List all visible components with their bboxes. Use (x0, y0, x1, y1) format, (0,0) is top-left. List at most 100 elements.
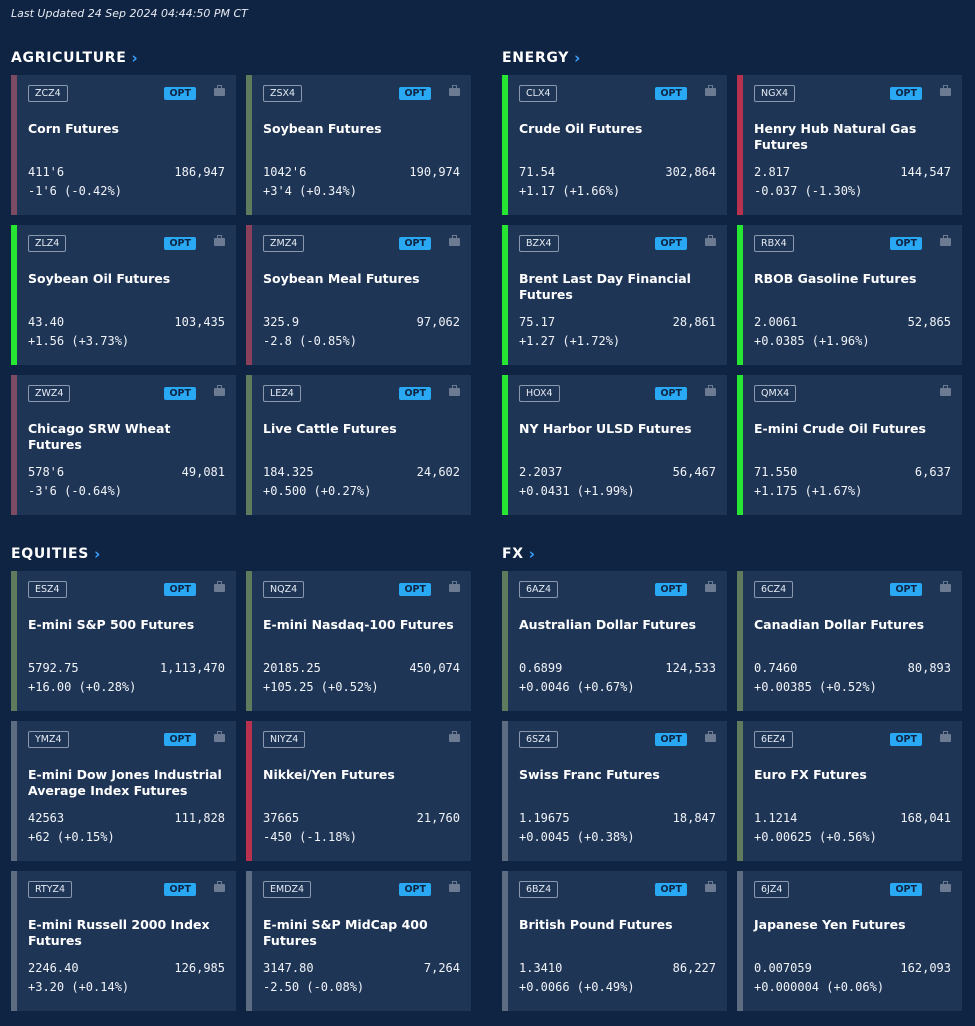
contract-name: Corn Futures (28, 121, 119, 136)
volume: 21,760 (416, 811, 460, 825)
last-price: 0.007059 (754, 961, 812, 975)
section-title-energy[interactable]: ENERGY › (502, 50, 581, 66)
contract-name: Soybean Meal Futures (263, 271, 420, 286)
options-badge[interactable]: OPT (890, 733, 922, 746)
futures-card[interactable]: 6BZ4 OPT British Pound Futures 1.3410 86,227… (502, 871, 727, 1011)
briefcase-icon[interactable] (940, 731, 951, 742)
futures-card[interactable]: 6EZ4 OPT Euro FX Futures 1.1214 168,041 +0.00… (737, 721, 962, 861)
options-badge[interactable]: OPT (164, 87, 196, 100)
volume: 24,602 (416, 465, 460, 479)
options-badge[interactable]: OPT (399, 87, 431, 100)
briefcase-icon[interactable] (449, 85, 460, 96)
futures-card[interactable]: ZWZ4 OPT Chicago SRW Wheat Futures 578'6 49,… (11, 375, 236, 515)
contract-name: Crude Oil Futures (519, 121, 643, 136)
futures-card[interactable]: NQZ4 OPT E-mini Nasdaq-100 Futures 20185.25… (246, 571, 471, 711)
futures-card[interactable]: HOX4 OPT NY Harbor ULSD Futures 2.2037 56,46… (502, 375, 727, 515)
chevron-right-icon: › (574, 48, 582, 67)
section-title-fx[interactable]: FX › (502, 546, 536, 562)
symbol-badge: ZSX4 (263, 85, 303, 102)
futures-card[interactable]: 6JZ4 OPT Japanese Yen Futures 0.007059 162,0… (737, 871, 962, 1011)
options-badge[interactable]: OPT (399, 883, 431, 896)
futures-card[interactable]: NGX4 OPT Henry Hub Natural Gas Futures 2.81… (737, 75, 962, 215)
futures-card[interactable]: 6SZ4 OPT Swiss Franc Futures 1.19675 18,847 +… (502, 721, 727, 861)
contract-name: E-mini Dow Jones Industrial Average Inde… (28, 767, 222, 798)
futures-card[interactable]: ZSX4 OPT Soybean Futures 1042'6 190,974 +3'4 … (246, 75, 471, 215)
options-badge[interactable]: OPT (655, 237, 687, 250)
futures-card[interactable]: YMZ4 OPT E-mini Dow Jones Industrial Avera… (11, 721, 236, 861)
futures-card[interactable]: QMX4 E-mini Crude Oil Futures 71.550 6,637 +… (737, 375, 962, 515)
section-title-equities[interactable]: EQUITIES › (11, 546, 101, 562)
futures-card[interactable]: 6AZ4 OPT Australian Dollar Futures 0.6899 12… (502, 571, 727, 711)
briefcase-icon[interactable] (705, 385, 716, 396)
briefcase-icon[interactable] (449, 731, 460, 742)
price-change: +1.56 (+3.73%) (28, 334, 130, 348)
options-badge[interactable]: OPT (655, 583, 687, 596)
briefcase-icon[interactable] (940, 235, 951, 246)
volume: 111,828 (174, 811, 225, 825)
briefcase-icon[interactable] (449, 581, 460, 592)
futures-card[interactable]: ZLZ4 OPT Soybean Oil Futures 43.40 103,435 +1… (11, 225, 236, 365)
briefcase-icon[interactable] (705, 85, 716, 96)
briefcase-icon[interactable] (705, 731, 716, 742)
volume: 162,093 (900, 961, 951, 975)
futures-card[interactable]: CLX4 OPT Crude Oil Futures 71.54 302,864 +1.1… (502, 75, 727, 215)
futures-card[interactable]: BZX4 OPT Brent Last Day Financial Futures 7… (502, 225, 727, 365)
options-badge[interactable]: OPT (655, 883, 687, 896)
briefcase-icon[interactable] (214, 881, 225, 892)
briefcase-icon[interactable] (940, 881, 951, 892)
futures-card[interactable]: ZMZ4 OPT Soybean Meal Futures 325.9 97,062 -2… (246, 225, 471, 365)
symbol-badge: EMDZ4 (263, 881, 312, 898)
options-badge[interactable]: OPT (399, 387, 431, 400)
futures-card[interactable]: ZCZ4 OPT Corn Futures 411'6 186,947 -1'6 (-0.… (11, 75, 236, 215)
futures-card[interactable]: ESZ4 OPT E-mini S&P 500 Futures 5792.75 1,11… (11, 571, 236, 711)
options-badge[interactable]: OPT (164, 387, 196, 400)
briefcase-icon[interactable] (214, 235, 225, 246)
briefcase-icon[interactable] (940, 85, 951, 96)
symbol-badge: RTYZ4 (28, 881, 73, 898)
options-badge[interactable]: OPT (164, 583, 196, 596)
options-badge[interactable]: OPT (655, 87, 687, 100)
options-badge[interactable]: OPT (399, 237, 431, 250)
briefcase-icon[interactable] (449, 385, 460, 396)
last-price: 578'6 (28, 465, 65, 479)
briefcase-icon[interactable] (940, 385, 951, 396)
futures-card[interactable]: LEZ4 OPT Live Cattle Futures 184.325 24,602 +… (246, 375, 471, 515)
briefcase-icon[interactable] (214, 731, 225, 742)
futures-card[interactable]: EMDZ4 OPT E-mini S&P MidCap 400 Futures 314… (246, 871, 471, 1011)
last-price: 184.325 (263, 465, 314, 479)
last-price: 2.817 (754, 165, 791, 179)
contract-name: Live Cattle Futures (263, 421, 397, 436)
futures-card[interactable]: 6CZ4 OPT Canadian Dollar Futures 0.7460 80,8… (737, 571, 962, 711)
briefcase-icon[interactable] (705, 581, 716, 592)
contract-name: E-mini Crude Oil Futures (754, 421, 926, 436)
futures-card[interactable]: NIYZ4 Nikkei/Yen Futures 37665 21,760 -450 (… (246, 721, 471, 861)
options-badge[interactable]: OPT (655, 387, 687, 400)
briefcase-icon[interactable] (449, 881, 460, 892)
last-price: 3147.80 (263, 961, 314, 975)
briefcase-icon[interactable] (940, 581, 951, 592)
symbol-badge: ZLZ4 (28, 235, 67, 252)
briefcase-icon[interactable] (449, 235, 460, 246)
briefcase-icon[interactable] (214, 385, 225, 396)
price-change: -2.8 (-0.85%) (263, 334, 357, 348)
options-badge[interactable]: OPT (890, 883, 922, 896)
options-badge[interactable]: OPT (164, 733, 196, 746)
futures-card[interactable]: RTYZ4 OPT E-mini Russell 2000 Index Future… (11, 871, 236, 1011)
briefcase-icon[interactable] (214, 85, 225, 96)
section-title-agriculture[interactable]: AGRICULTURE › (11, 50, 138, 66)
symbol-badge: CLX4 (519, 85, 558, 102)
price-change: +62 (+0.15%) (28, 830, 115, 844)
section-title-label: AGRICULTURE (11, 50, 127, 66)
options-badge[interactable]: OPT (164, 883, 196, 896)
briefcase-icon[interactable] (214, 581, 225, 592)
briefcase-icon[interactable] (705, 235, 716, 246)
futures-card[interactable]: RBX4 OPT RBOB Gasoline Futures 2.0061 52,865… (737, 225, 962, 365)
briefcase-icon[interactable] (705, 881, 716, 892)
options-badge[interactable]: OPT (655, 733, 687, 746)
options-badge[interactable]: OPT (399, 583, 431, 596)
options-badge[interactable]: OPT (890, 583, 922, 596)
options-badge[interactable]: OPT (164, 237, 196, 250)
last-price: 325.9 (263, 315, 300, 329)
options-badge[interactable]: OPT (890, 87, 922, 100)
options-badge[interactable]: OPT (890, 237, 922, 250)
